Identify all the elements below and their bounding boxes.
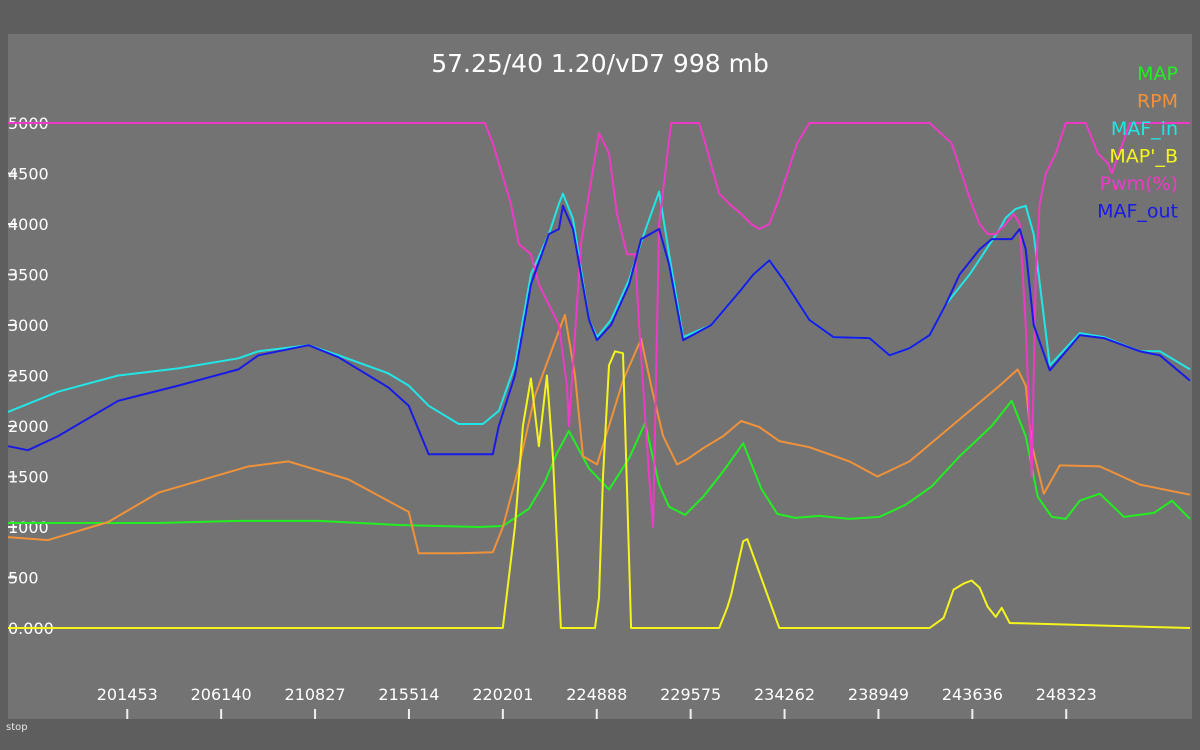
y-tick-label: 2500 — [8, 367, 49, 386]
x-tick-label: 248323 — [1036, 685, 1097, 704]
legend-entry: Pwm(%) — [1100, 173, 1178, 195]
x-tick-label: 201453 — [97, 685, 158, 704]
status-text: stop — [6, 722, 28, 733]
series-line-rpm — [7, 313, 1191, 555]
legend-entry: MAP — [1137, 63, 1178, 85]
y-tick-label: 4000 — [8, 215, 49, 234]
chart-title: 57.25/40 1.20/vD7 998 mb — [431, 49, 769, 78]
x-tick-label: 229575 — [660, 685, 721, 704]
legend-entry: MAP'_B — [1109, 146, 1178, 168]
series-line-pwm- — [8, 122, 1190, 528]
y-tick-label: 3000 — [8, 316, 49, 335]
x-tick-label: 238949 — [848, 685, 909, 704]
y-tick-label: 500 — [8, 569, 39, 588]
x-tick-label: 224888 — [566, 685, 627, 704]
x-tick-label: 210827 — [285, 685, 346, 704]
x-tick-label: 206140 — [191, 685, 252, 704]
series-lines — [7, 122, 1191, 629]
legend-entry: MAF_out — [1097, 201, 1178, 223]
series-line-map-b — [8, 350, 1191, 629]
x-tick-label: 234262 — [754, 685, 815, 704]
x-tick-label: 220201 — [472, 685, 533, 704]
plot-area — [8, 34, 1192, 719]
y-tick-label: 4500 — [8, 165, 49, 184]
legend-entry: RPM — [1137, 91, 1178, 113]
series-line-maf-out — [7, 204, 1191, 456]
legend-entry: MAF_in — [1111, 118, 1178, 140]
y-tick-label: 1500 — [8, 468, 49, 487]
x-tick-label: 243636 — [942, 685, 1003, 704]
series-line-maf-in — [7, 190, 1191, 425]
legend: MAP RPM MAF_in MAP'_B Pwm(%) MAF_out — [1097, 63, 1178, 223]
axes: 5000450040003500300025002000150010005000… — [8, 114, 1097, 719]
y-tick-label: 2000 — [8, 417, 49, 436]
y-tick-label: 1000 — [8, 518, 49, 537]
x-tick-label: 215514 — [378, 685, 439, 704]
y-tick-label: 3500 — [8, 266, 49, 285]
